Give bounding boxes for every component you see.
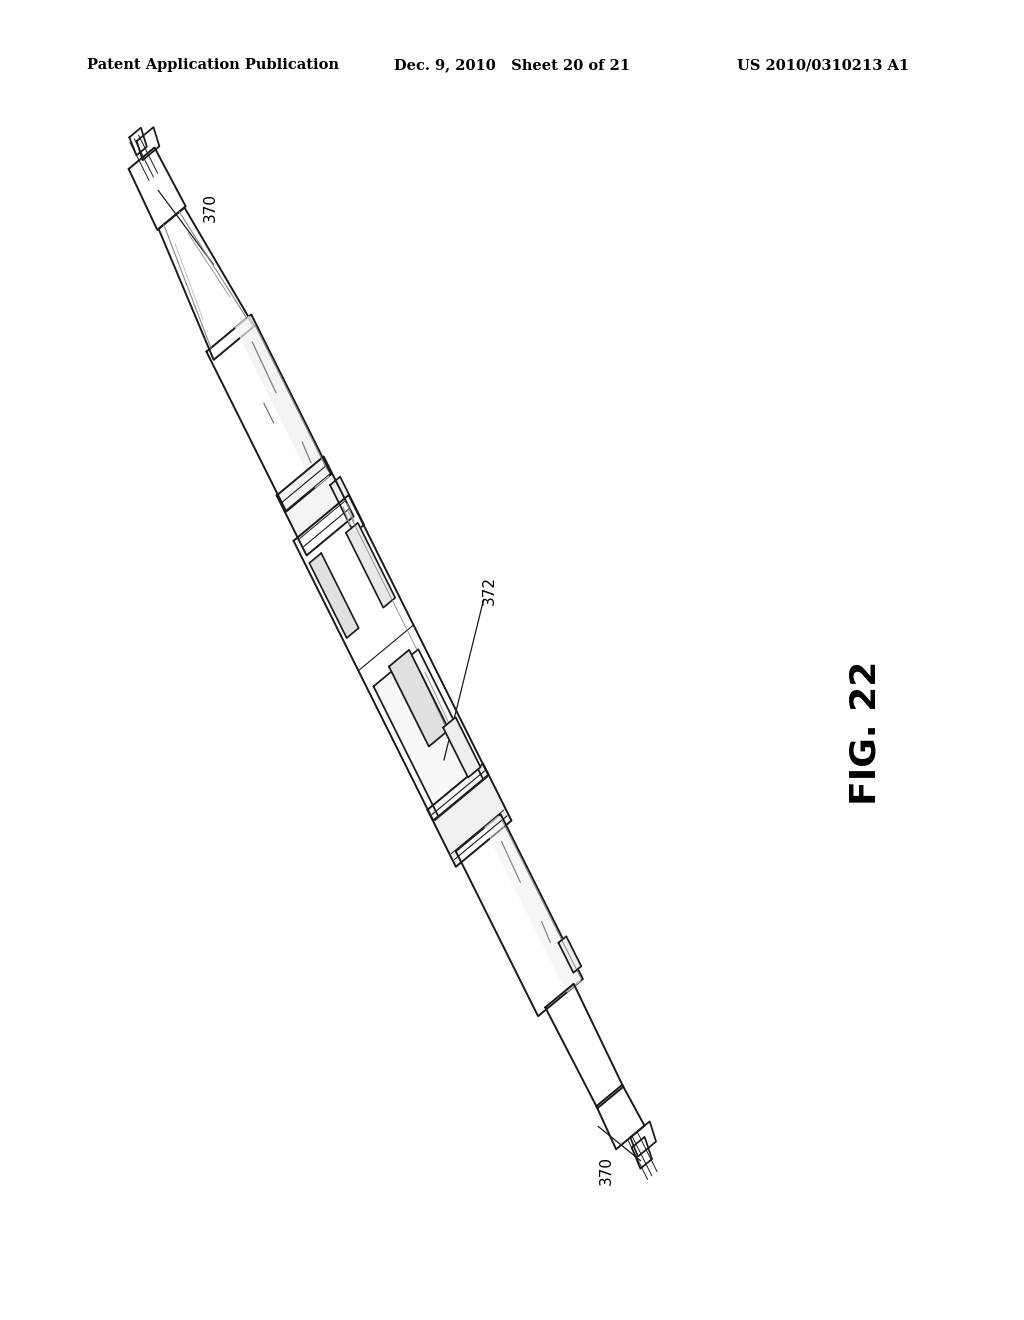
- Polygon shape: [294, 495, 488, 821]
- Polygon shape: [207, 314, 331, 512]
- Polygon shape: [389, 649, 449, 747]
- Polygon shape: [136, 127, 160, 160]
- Polygon shape: [558, 936, 582, 973]
- Polygon shape: [276, 457, 353, 556]
- Polygon shape: [129, 148, 185, 230]
- Polygon shape: [456, 814, 583, 1016]
- Polygon shape: [309, 553, 358, 638]
- Text: US 2010/0310213 A1: US 2010/0310213 A1: [737, 58, 909, 73]
- Text: 370: 370: [203, 193, 217, 222]
- Text: 372: 372: [482, 576, 497, 605]
- Polygon shape: [631, 1122, 656, 1156]
- Polygon shape: [346, 523, 395, 607]
- Text: 370: 370: [599, 1156, 613, 1185]
- Polygon shape: [485, 816, 581, 993]
- Polygon shape: [427, 764, 512, 867]
- Text: Patent Application Publication: Patent Application Publication: [87, 58, 339, 73]
- Polygon shape: [129, 128, 146, 156]
- Polygon shape: [632, 1137, 652, 1168]
- Polygon shape: [545, 983, 624, 1109]
- Polygon shape: [236, 317, 329, 487]
- Polygon shape: [330, 477, 365, 533]
- Polygon shape: [596, 1085, 644, 1150]
- Text: Dec. 9, 2010   Sheet 20 of 21: Dec. 9, 2010 Sheet 20 of 21: [394, 58, 631, 73]
- Polygon shape: [163, 211, 246, 347]
- Polygon shape: [443, 717, 480, 777]
- Text: FIG. 22: FIG. 22: [848, 660, 883, 805]
- Polygon shape: [374, 649, 483, 816]
- Polygon shape: [159, 207, 254, 360]
